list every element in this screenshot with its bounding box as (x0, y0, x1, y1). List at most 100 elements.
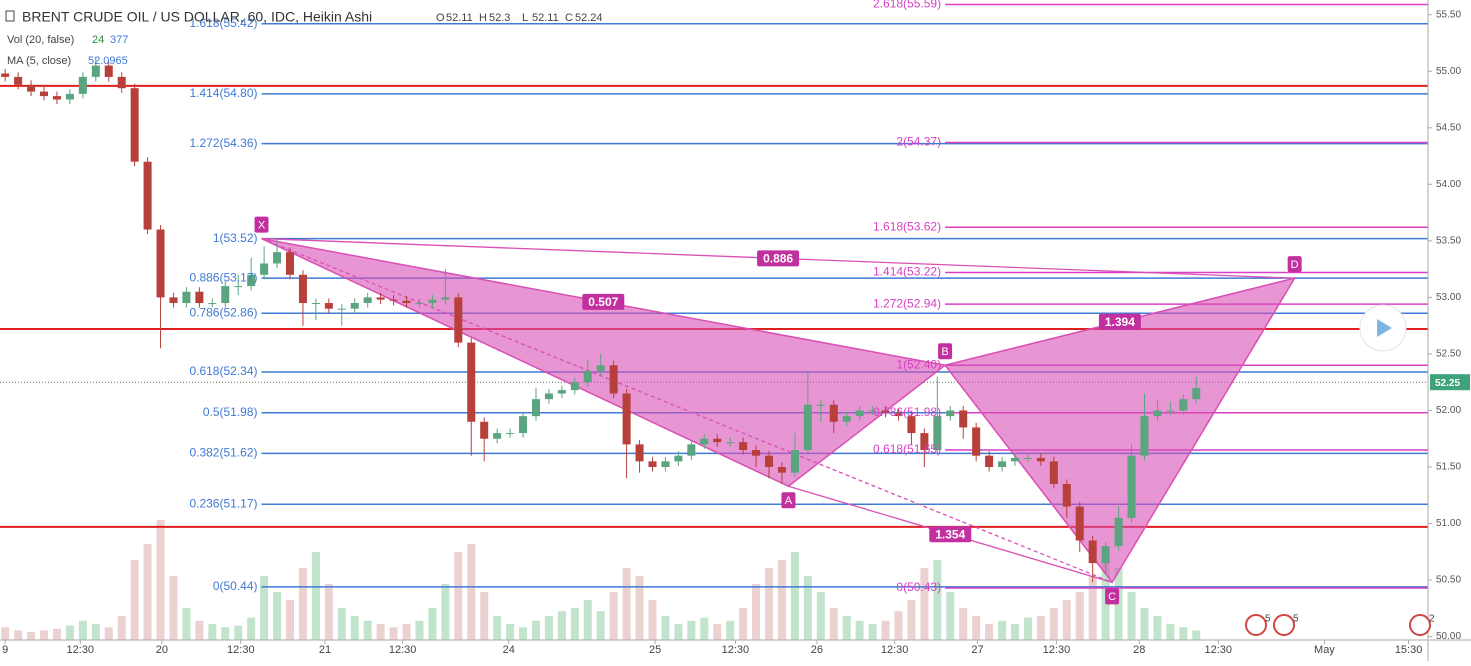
volume-bar (273, 592, 282, 640)
candle-body (195, 291, 204, 304)
volume-bar (1153, 616, 1162, 640)
volume-bar (402, 624, 411, 640)
ohlc-value: 52.11 (532, 12, 559, 24)
candle-body (234, 286, 243, 288)
volume-bar (531, 620, 540, 640)
candle-body (1010, 457, 1020, 462)
candle-body (130, 88, 139, 162)
fib-label: 1.414(53.22) (873, 265, 941, 279)
point-label: C (1108, 591, 1116, 603)
point-box (254, 216, 269, 233)
candle-body (402, 300, 411, 304)
volume-bar (1049, 608, 1058, 640)
volume-bar (661, 616, 670, 640)
volume-bar (234, 625, 243, 640)
ohlc-label: O (436, 12, 445, 24)
volume-bar (415, 620, 424, 640)
candle-body (1049, 461, 1058, 484)
y-tick-label: 54.50 (1436, 122, 1461, 133)
volume-bar (195, 620, 204, 640)
volume-bar (700, 617, 709, 640)
fib-label: 1(53.52) (213, 231, 258, 245)
volume-bar (803, 576, 812, 640)
volume-bar (1192, 630, 1201, 640)
volume-bar (933, 560, 942, 640)
volume-bar (337, 608, 346, 640)
candle-body (609, 365, 618, 394)
x-tick-label: 20 (156, 644, 168, 656)
y-tick-label: 55.50 (1436, 9, 1461, 20)
volume-bar (467, 544, 476, 640)
ohlc-label: L (522, 12, 528, 24)
event-badge[interactable] (1409, 614, 1431, 636)
candle-body (65, 93, 74, 100)
fib-label: 0.618(51.65) (873, 442, 941, 456)
fib-label: 1.414(54.80) (189, 86, 257, 100)
candle-body (868, 410, 877, 412)
candle-body (907, 416, 916, 434)
ratio-label: 0.886 (763, 252, 793, 266)
candle-body (14, 76, 23, 85)
fib-label: 0.786(51.98) (873, 405, 941, 419)
candle-body (635, 444, 644, 462)
candle-body (415, 303, 424, 305)
ma-value: 52.0965 (88, 55, 128, 67)
candle-body (959, 410, 968, 428)
candle-body (78, 76, 87, 94)
candle-body (273, 252, 282, 264)
candle-body (519, 416, 528, 434)
candle-body (311, 303, 320, 305)
fib-label: 0.236(51.17) (189, 496, 257, 510)
volume-bar (221, 627, 230, 640)
event-badge[interactable] (1245, 614, 1267, 636)
candle-body (1192, 387, 1201, 400)
candle-body (998, 461, 1007, 467)
fib-label: 1.272(52.94) (873, 296, 941, 310)
volume-bar (441, 584, 450, 640)
play-button[interactable] (1359, 304, 1407, 352)
volume-bar (14, 630, 23, 640)
volume-bar (143, 544, 152, 640)
y-tick-label: 53.50 (1436, 235, 1461, 246)
candle-body (493, 433, 502, 439)
fib-label: 0.618(52.34) (189, 364, 257, 378)
ratio-box (1098, 313, 1141, 330)
volume-bar (959, 608, 968, 640)
candle-body (777, 466, 786, 473)
volume-bar (739, 608, 748, 640)
ohlc-label: C (565, 12, 573, 24)
y-tick-label: 54.00 (1436, 179, 1461, 190)
time-axis-bg (0, 640, 1471, 661)
fib-label: 0.5(51.98) (203, 405, 258, 419)
candle-body (829, 404, 838, 422)
volume-bar (1075, 592, 1084, 640)
candle-body (894, 412, 903, 417)
candle-body (557, 390, 566, 394)
volume-bar (52, 628, 61, 640)
candle-body (596, 365, 605, 371)
last-price-tag (1430, 374, 1470, 391)
candle-body (389, 299, 398, 301)
candle-body (726, 442, 735, 444)
candle-body (881, 410, 890, 413)
x-tick-label: 12:30 (1043, 644, 1071, 656)
candle-body (376, 297, 385, 300)
candle-body (52, 96, 61, 100)
volume-bar (1, 627, 10, 640)
point-box (781, 492, 796, 509)
candle-body (752, 450, 761, 456)
volume-bar (311, 552, 320, 640)
x-tick-label: 12:30 (67, 644, 95, 656)
y-tick-label: 52.50 (1436, 349, 1461, 360)
event-badge[interactable] (1273, 614, 1295, 636)
y-tick-label: 50.00 (1436, 631, 1461, 642)
event-badge-label: 5 (1293, 614, 1299, 625)
candle-body (182, 291, 191, 304)
volume-bar (156, 520, 165, 640)
fib-label: 2(54.37) (896, 135, 941, 149)
fib-label: 0.886(53.17) (189, 270, 257, 284)
volume-bar (583, 600, 592, 640)
volume-legend: Vol (20, false) (7, 34, 74, 46)
candle-body (1166, 410, 1175, 412)
volume-bar (713, 624, 722, 640)
